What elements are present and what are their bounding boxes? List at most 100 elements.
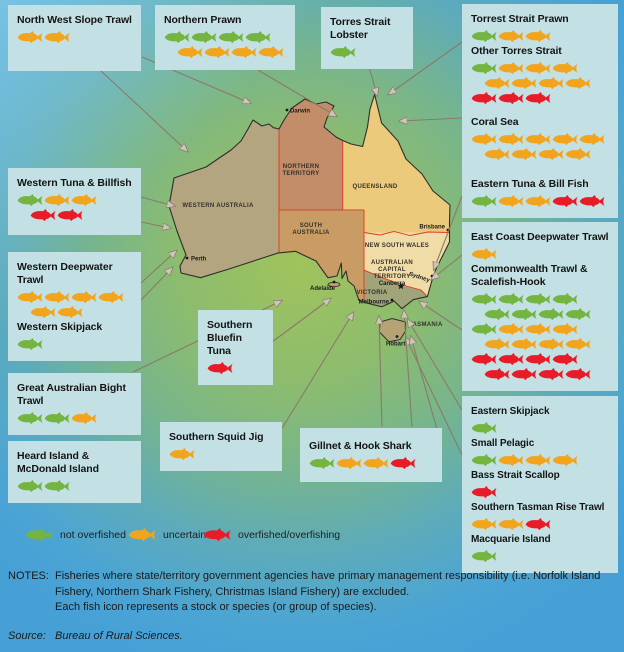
fishery-title: East Coast Deepwater Trawl xyxy=(471,231,609,243)
fish-icon xyxy=(484,337,510,351)
label-act-2: CAPITAL xyxy=(378,267,406,273)
fish-row xyxy=(309,456,433,470)
fishery-title: Heard Island & McDonald Island xyxy=(17,450,99,475)
fish-row xyxy=(484,76,609,90)
fishery-box-eastern-tuna-bill-fish: Eastern Tuna & Bill Fish xyxy=(462,169,618,218)
fish-row xyxy=(164,30,286,44)
state-south-australia xyxy=(279,209,364,301)
label-victoria: VICTORIA xyxy=(357,290,388,296)
fish-rows xyxy=(17,337,132,351)
fish-icon xyxy=(552,453,578,467)
fishery-title: Southern Bluefin Tuna xyxy=(207,319,253,357)
fish-icon xyxy=(17,479,43,493)
fish-rows xyxy=(471,421,609,435)
fish-icon xyxy=(245,30,271,44)
fish-icon xyxy=(57,208,83,222)
fish-row xyxy=(471,61,609,75)
fish-icon xyxy=(177,45,203,59)
fish-row xyxy=(471,453,609,467)
fish-icon xyxy=(363,456,389,470)
fish-icon xyxy=(552,132,578,146)
label-new-south-wales: NEW SOUTH WALES xyxy=(365,243,429,249)
fish-icon xyxy=(525,61,551,75)
notes-line: Fishery, Northern Shark Fishery, Christm… xyxy=(55,585,410,598)
fish-icon xyxy=(71,411,97,425)
fish-row xyxy=(169,447,273,461)
fish-rows xyxy=(17,30,132,44)
label-northern-territory-2: TERRITORY xyxy=(282,171,319,177)
label-south-australia-1: SOUTH xyxy=(300,223,323,229)
fish-icon xyxy=(71,193,97,207)
coastline xyxy=(168,93,451,310)
fish-row xyxy=(17,337,132,351)
label-melbourne: Melbourne xyxy=(359,300,390,306)
fish-row xyxy=(471,132,609,146)
label-tasmania: TASMANIA xyxy=(409,322,443,328)
fish-icon xyxy=(565,147,591,161)
fish-icon xyxy=(98,290,124,304)
fish-icon xyxy=(44,290,70,304)
fish-icon xyxy=(44,193,70,207)
fish-icon xyxy=(484,367,510,381)
fishery-title: Bass Strait Scallop xyxy=(471,470,560,481)
notes-block: NOTES: Fisheries where state/territory g… xyxy=(8,569,616,644)
fish-icon xyxy=(169,447,195,461)
label-northern-territory-1: NORTHERN xyxy=(283,164,319,170)
fishery-box-western-tuna-billfish: Western Tuna & Billfish xyxy=(8,168,141,235)
legend-label: uncertain xyxy=(163,528,207,541)
label-act-1: AUSTRALIAN xyxy=(371,260,413,266)
fish-icon xyxy=(57,305,83,319)
fish-row xyxy=(30,208,132,222)
legend-item-uncertain: uncertain xyxy=(128,527,206,542)
fish-row xyxy=(471,549,609,563)
source-text: Bureau of Rural Sciences. xyxy=(55,629,183,642)
fishery-box-torres-strait-lobster: Torres Strait Lobster xyxy=(321,7,413,69)
fish-rows xyxy=(309,456,433,470)
fish-rows xyxy=(17,290,132,319)
label-perth: Perth xyxy=(191,257,207,263)
fish-icon xyxy=(525,194,551,208)
fishery-title: Southern Squid Jig xyxy=(169,431,264,443)
fish-icon xyxy=(471,549,497,563)
label-canberra: Canberra xyxy=(379,281,406,287)
legend-item-not-overfished: not overfished xyxy=(25,527,126,542)
state-fills xyxy=(169,94,450,309)
state-victoria xyxy=(364,270,428,309)
fish-icon xyxy=(471,421,497,435)
fish-icon xyxy=(498,194,524,208)
fish-icon xyxy=(17,411,43,425)
fish-row xyxy=(17,411,132,425)
fish-icon xyxy=(471,91,497,105)
fish-icon xyxy=(44,411,70,425)
legend-label: overfished/overfishing xyxy=(238,528,341,541)
label-brisbane: Brisbane xyxy=(419,225,445,231)
fish-icon xyxy=(30,208,56,222)
state-new-south-wales xyxy=(364,232,450,297)
fish-rows xyxy=(471,453,609,467)
fish-icon xyxy=(258,45,284,59)
fish-icon xyxy=(471,247,497,261)
fish-icon xyxy=(164,30,190,44)
fish-icon xyxy=(471,485,497,499)
fish-row xyxy=(471,91,609,105)
fish-icon xyxy=(525,292,551,306)
fish-icon xyxy=(471,194,497,208)
fish-icon xyxy=(128,527,157,542)
fishery-title: Western Deepwater Trawl xyxy=(17,261,113,286)
fish-row xyxy=(17,290,132,304)
fish-icon xyxy=(498,517,524,531)
fish-icon xyxy=(525,517,551,531)
fish-rows xyxy=(471,485,609,499)
notes-label: NOTES: xyxy=(8,570,49,582)
fish-icon xyxy=(191,30,217,44)
fishery-title: Southern Tasman Rise Trawl xyxy=(471,502,605,513)
fish-icon xyxy=(511,76,537,90)
fish-row xyxy=(471,485,609,499)
fish-icon xyxy=(25,527,53,542)
fish-rows xyxy=(471,292,609,381)
fish-rows xyxy=(471,61,609,105)
fish-rows xyxy=(17,193,132,222)
fish-row xyxy=(484,337,609,351)
fishery-box-coral-sea: Coral Sea xyxy=(462,107,618,171)
fish-icon xyxy=(538,147,564,161)
